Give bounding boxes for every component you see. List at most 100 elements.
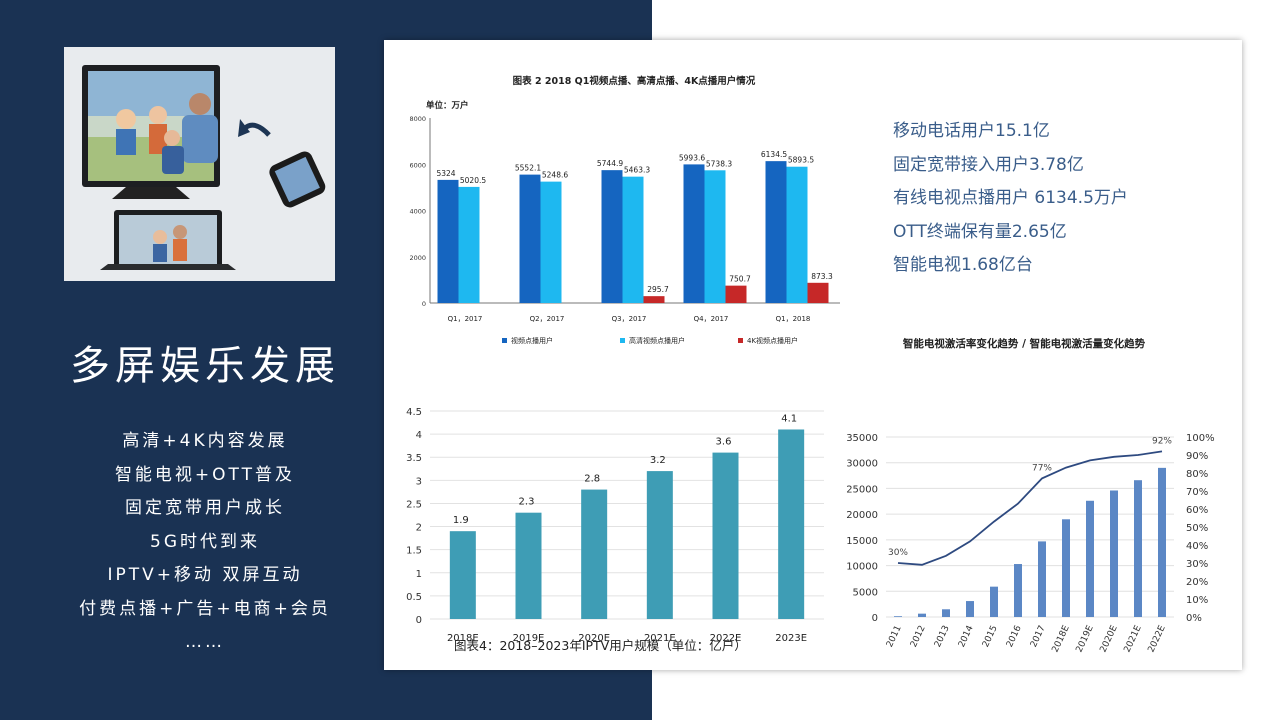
chart-card: 图表 2 2018 Q1视频点播、高清点播、4K点播用户情况 单位：万户 0 20… [384,40,1242,670]
chart3-right-tick-label: 80% [1186,469,1208,480]
stat-line: OTT终端保有量2.65亿 [893,221,1067,242]
chart3-bar [1086,500,1094,617]
stats-list: 移动电话用户15.1亿 固定宽带接入用户3.78亿 有线电视点播用户 6134.… [893,115,1128,283]
chart1-bar [540,181,562,303]
chart2-data-label: 1.9 [453,515,469,526]
chart1-data-label: 873.3 [811,272,833,281]
chart3-x-tick-label: 2014 [957,624,976,649]
chart3-x-tick-label: 2020E [1099,624,1120,654]
chart3-bar [1110,490,1118,617]
chart3-bar [942,609,950,617]
chart1-y-tick-label: 2000 [409,254,426,262]
chart2-bar [581,489,608,619]
chart3-left-tick-label: 10000 [846,562,878,573]
chart1-bar [458,186,480,303]
chart2-y-tick-label: 4.5 [406,407,422,418]
bullet-item: 固定宽带用户成长 [125,498,285,518]
chart3-x-tick-label: 2015 [981,624,1000,649]
chart3-right-tick-label: 60% [1186,505,1208,516]
chart3-left-tick-label: 30000 [846,459,878,470]
chart2-data-label: 2.8 [584,474,600,485]
stat-line: 移动电话用户15.1亿 [893,121,1050,141]
smart-tv-activation-chart: 智能电视激活率变化趋势 / 智能电视激活量变化趋势 0 5000 10000 1500… [846,337,1215,654]
bullet-item: 5G时代到来 [150,531,260,552]
chart1-bar [643,296,665,303]
chart3-left-tick-label: 0 [872,613,878,624]
chart3-x-tick-label: 2012 [909,624,928,649]
chart3-right-tick-label: 40% [1186,541,1208,552]
chart3-x-tick-label: 2011 [885,624,904,649]
phone-icon [269,151,326,208]
chart1-x-tick-label: Q4，2017 [694,315,729,323]
chart3-title: 智能电视激活率变化趋势 / 智能电视激活量变化趋势 [902,337,1146,350]
chart3-x-tick-label: 2018E [1051,624,1072,654]
chart2-x-tick-label: 2019E [513,633,545,644]
chart3-bar [1134,480,1142,617]
chart3-left-tick-label: 5000 [853,587,878,598]
chart3-x-tick-label: 2016 [1005,624,1024,649]
chart2-y-tick-label: 0 [416,615,422,626]
chart1-data-label: 5744.9 [597,159,623,168]
chart3-bar [1062,519,1070,617]
chart1-y-tick-label: 0 [422,300,426,308]
chart1-bar [437,179,459,303]
iptv-users-chart: 0 0.5 1 1.5 2 2.5 3 3.5 4 4.5 1.9 2018E 2.3 2019E 2.8 2… [406,407,824,653]
chart3-right-tick-label: 0% [1186,613,1202,624]
chart1-legend-label: 高清视频点播用户 [629,336,685,345]
chart3-bar [918,613,926,617]
chart2-y-tick-label: 1 [416,569,422,580]
chart2-bar [646,471,673,619]
chart2-y-tick-label: 2.5 [406,499,422,510]
bullet-list: 高清+4K内容发展 智能电视+OTT普及 固定宽带用户成长 5G时代到来 IPT… [0,425,410,660]
chart3-x-tick-label: 2017 [1029,624,1048,649]
chart1-legend-swatch [502,338,507,343]
chart1-x-tick-label: Q3，2017 [612,315,647,323]
chart1-title: 图表 2 2018 Q1视频点播、高清点播、4K点播用户情况 [513,75,756,87]
chart2-y-tick-label: 3.5 [406,453,422,464]
stat-line: 固定宽带接入用户3.78亿 [893,154,1084,175]
chart3-right-tick-label: 70% [1186,487,1208,498]
chart1-bar [765,161,787,303]
chart1-bar [601,170,623,303]
chart3-right-tick-label: 10% [1186,595,1208,606]
multi-screen-photo [64,47,335,281]
chart1-data-label: 5324 [436,169,455,178]
chart3-bar [1038,541,1046,617]
chart2-y-tick-label: 2 [416,523,422,534]
chart3-right-tick-label: 50% [1186,523,1208,534]
chart2-bar [778,429,805,619]
chart2-x-tick-label: 2022E [710,633,742,644]
chart2-x-tick-label: 2023E [775,633,807,644]
chart1-legend-label: 视频点播用户 [511,336,553,345]
chart1-x-tick-label: Q1，2018 [776,315,811,323]
chart1-data-label: 5552.1 [515,164,541,173]
stat-line: 智能电视1.68亿台 [893,255,1033,275]
chart2-x-tick-label: 2018E [447,633,479,644]
chart1-x-tick-label: Q2，2017 [530,315,565,323]
chart3-bar [966,601,974,617]
chart3-bar [1158,467,1166,617]
chart1-y-tick-label: 4000 [409,208,426,216]
chart2-bar [515,512,542,619]
chart3-rate-line [897,450,1163,566]
chart3-point-label: 30% [888,548,908,558]
chart1-bar [622,176,644,303]
chart3-x-tick-label: 2021E [1123,624,1144,654]
chart2-y-tick-label: 1.5 [406,546,422,557]
chart3-bar [1014,564,1022,617]
chart3-right-tick-label: 30% [1186,559,1208,570]
chart2-bar [449,531,476,619]
chart2-data-label: 3.2 [650,455,666,466]
chart3-right-tick-label: 100% [1186,433,1215,444]
chart2-x-tick-label: 2020E [578,633,610,644]
chart1-unit-label: 单位：万户 [426,100,469,111]
chart3-right-tick-label: 20% [1186,577,1208,588]
chart2-data-label: 2.3 [519,497,535,508]
chart3-bar [990,586,998,617]
chart1-data-label: 295.7 [647,285,669,294]
bullet-item: …… [185,632,225,652]
chart3-left-tick-label: 35000 [846,433,878,444]
chart1-data-label: 5020.5 [460,176,486,185]
chart2-y-tick-label: 3 [416,476,422,487]
chart2-y-tick-label: 0.5 [406,592,422,603]
